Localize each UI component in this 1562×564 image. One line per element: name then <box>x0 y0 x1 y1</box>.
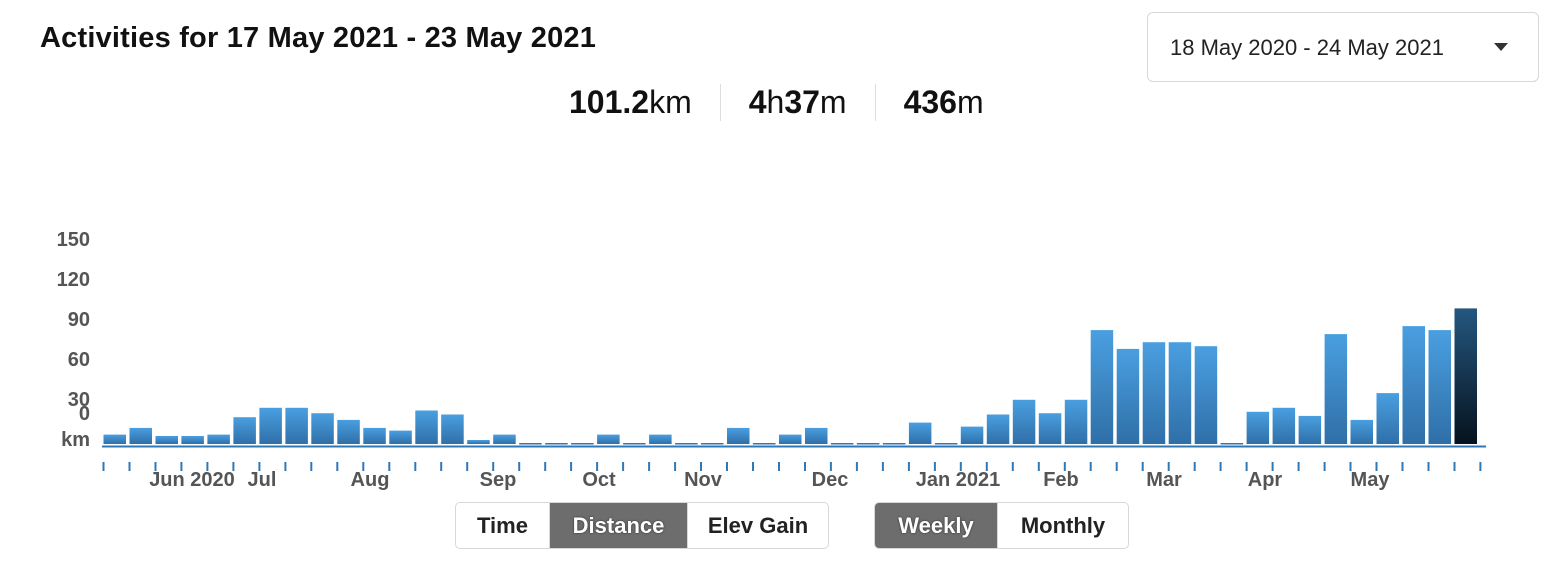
week-bar[interactable] <box>1350 419 1374 444</box>
week-bar[interactable] <box>129 427 153 444</box>
week-bar[interactable] <box>1168 342 1192 444</box>
x-month-label: Sep <box>480 469 517 491</box>
week-bar[interactable] <box>623 443 646 445</box>
week-bar[interactable] <box>1402 326 1426 444</box>
week-bar[interactable] <box>701 443 724 445</box>
x-month-label: Aug <box>351 469 390 491</box>
week-bar[interactable] <box>467 440 490 444</box>
chart-bars <box>103 308 1478 445</box>
time-minutes-unit: m <box>819 83 847 120</box>
elev-gain-button[interactable]: Elev Gain <box>687 503 828 548</box>
week-bar[interactable] <box>1376 393 1400 444</box>
week-bar[interactable] <box>441 414 464 445</box>
distance-stat: 101.2 km <box>569 84 720 121</box>
week-bar[interactable] <box>363 427 386 444</box>
x-month-label: Mar <box>1146 469 1182 491</box>
week-bar[interactable] <box>727 427 750 444</box>
week-bar[interactable] <box>545 443 568 445</box>
week-bar[interactable] <box>1012 399 1036 444</box>
x-month-label: Nov <box>684 469 723 491</box>
week-bar[interactable] <box>986 414 1010 445</box>
week-bar[interactable] <box>1038 413 1062 444</box>
distance-value: 101.2 <box>569 83 650 120</box>
week-bar[interactable] <box>103 434 127 444</box>
y-tick-label: 30 <box>68 389 90 411</box>
y-unit-label: km <box>61 429 90 451</box>
y-tick-label: 150 <box>57 229 90 251</box>
page-title: Activities for 17 May 2021 - 23 May 2021 <box>40 22 597 54</box>
x-month-label: Jun 2020 <box>149 469 235 491</box>
time-minutes-value: 37 <box>784 83 820 120</box>
week-bar[interactable] <box>1324 334 1348 444</box>
metric-toggle: Time Distance Elev Gain <box>455 502 829 549</box>
week-bar[interactable] <box>960 426 984 444</box>
x-month-label: May <box>1351 469 1391 491</box>
week-bar[interactable] <box>1428 330 1452 444</box>
time-button[interactable]: Time <box>477 512 528 538</box>
week-bar[interactable] <box>1142 342 1166 444</box>
week-bar[interactable] <box>1246 411 1270 444</box>
x-axis: Jun 2020 Jul Aug Sep Oct Nov Dec Jan 2021 Feb Mar… <box>102 445 1486 491</box>
week-bar[interactable] <box>1194 346 1218 444</box>
week-bar[interactable] <box>805 427 828 444</box>
week-bar[interactable] <box>233 417 256 444</box>
monthly-button[interactable]: Monthly <box>997 503 1128 548</box>
week-bar[interactable] <box>779 434 802 444</box>
week-bar[interactable] <box>882 443 906 445</box>
week-bar[interactable] <box>908 422 932 444</box>
week-bar[interactable] <box>753 443 776 445</box>
week-bar[interactable] <box>415 410 438 445</box>
y-tick-label: 120 <box>57 269 90 291</box>
x-month-label: Feb <box>1043 469 1079 491</box>
weekly-button[interactable]: Weekly <box>875 503 997 548</box>
y-tick-label: 0 <box>79 403 90 425</box>
distance-button[interactable]: Distance <box>549 503 687 548</box>
week-bar[interactable] <box>259 407 282 444</box>
week-bar[interactable] <box>155 436 179 444</box>
week-bar[interactable] <box>934 443 958 445</box>
x-month-label: Oct <box>582 469 616 491</box>
elevation-value: 436 <box>903 83 957 120</box>
week-bar[interactable] <box>207 434 230 444</box>
week-bar[interactable] <box>856 443 880 445</box>
week-bar[interactable] <box>1272 407 1296 444</box>
week-bar[interactable] <box>519 443 542 445</box>
date-range-dropdown[interactable]: 18 May 2020 - 24 May 2021 <box>1147 12 1539 82</box>
week-bar[interactable] <box>1298 415 1322 444</box>
week-bar[interactable] <box>649 434 672 444</box>
x-month-label: Dec <box>812 469 849 491</box>
x-month-label: Apr <box>1248 469 1283 491</box>
week-bar[interactable] <box>1090 330 1114 444</box>
week-bar[interactable] <box>493 434 516 444</box>
week-bar[interactable] <box>675 443 698 445</box>
week-bar[interactable] <box>597 434 620 444</box>
x-month-label: Jul <box>248 469 277 491</box>
y-axis: 150 120 90 60 300 km <box>57 229 90 451</box>
caret-down-icon <box>1494 43 1508 51</box>
week-bar[interactable] <box>571 443 594 445</box>
week-bar[interactable] <box>389 430 412 444</box>
week-bar[interactable] <box>337 419 360 444</box>
week-bar[interactable] <box>830 443 854 445</box>
elevation-stat: 436 m <box>874 83 1012 121</box>
y-tick-label: 90 <box>68 309 90 331</box>
distance-unit: km <box>649 83 692 120</box>
week-bar[interactable] <box>1116 348 1140 444</box>
x-month-label: Jan 2021 <box>916 469 1001 491</box>
week-bar[interactable] <box>285 407 308 444</box>
selected-week-bar[interactable] <box>1454 308 1478 444</box>
period-toggle: Weekly Monthly <box>874 502 1129 549</box>
y-tick-label: 60 <box>68 349 90 371</box>
week-bar[interactable] <box>311 413 334 444</box>
date-range-value: 18 May 2020 - 24 May 2021 <box>1170 35 1444 60</box>
time-hours-value: 4 <box>748 83 767 120</box>
time-hours-unit: h <box>766 83 785 120</box>
elevation-unit: m <box>956 83 984 120</box>
week-bar[interactable] <box>1220 443 1244 445</box>
week-bar[interactable] <box>1064 399 1088 444</box>
week-bar[interactable] <box>181 436 204 444</box>
